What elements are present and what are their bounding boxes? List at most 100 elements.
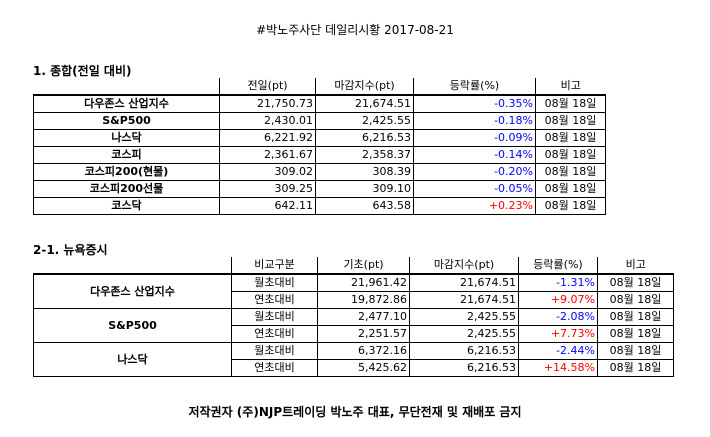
comparison-type: 연초대비 — [231, 325, 318, 343]
base-value: 5,425.62 — [317, 359, 410, 377]
base-value: 6,372.16 — [317, 342, 410, 360]
close-value: 2,358.37 — [315, 146, 414, 164]
note-date: 08월 18일 — [535, 180, 606, 198]
close-value: 21,674.51 — [409, 273, 519, 292]
newyork-header-type: 비교구분 — [231, 257, 318, 275]
summary-row: 코스피200선물 309.25 309.10 -0.05% 08월 18일 — [33, 180, 606, 198]
change-rate: -0.05% — [413, 180, 536, 198]
newyork-row: S&P500 월초대비 2,477.10 2,425.55 -2.08% 08월 18일 — [33, 308, 674, 343]
summary-header-row: 전일(pt) 마감지수(pt) 등락률(%) 비고 — [33, 78, 606, 96]
section2-heading: 2-1. 뉴욕증시 — [33, 243, 108, 257]
comparison-type: 연초대비 — [231, 359, 318, 377]
copyright-footer: 저작권자 (주)NJP트레이딩 박노주 대표, 무단전재 및 재배포 금지 — [188, 405, 522, 419]
comparison-type: 월초대비 — [231, 308, 318, 326]
base-value: 2,251.57 — [317, 325, 410, 343]
summary-row: 나스닥 6,221.92 6,216.53 -0.09% 08월 18일 — [33, 129, 606, 147]
prev-value: 6,221.92 — [219, 129, 316, 147]
change-rate: -0.20% — [413, 163, 536, 181]
note-date: 08월 18일 — [597, 325, 674, 343]
change-rate: +14.58% — [518, 359, 598, 377]
summary-row: 다우존스 산업지수 21,750.73 21,674.51 -0.35% 08월 18일 — [33, 94, 606, 113]
prev-value: 642.11 — [219, 197, 316, 215]
newyork-header-note: 비고 — [597, 257, 674, 275]
index-name: 코스피200(현물) — [33, 163, 220, 181]
prev-value: 21,750.73 — [219, 94, 316, 113]
close-value: 21,674.51 — [409, 291, 519, 309]
note-date: 08월 18일 — [597, 273, 674, 292]
prev-value: 2,361.67 — [219, 146, 316, 164]
change-rate: -0.18% — [413, 112, 536, 130]
note-date: 08월 18일 — [535, 197, 606, 215]
comparison-type: 월초대비 — [231, 273, 318, 292]
summary-header-blank — [33, 78, 220, 96]
note-date: 08월 18일 — [597, 291, 674, 309]
note-date: 08월 18일 — [597, 359, 674, 377]
close-value: 643.58 — [315, 197, 414, 215]
index-name: 코스피200선물 — [33, 180, 220, 198]
note-date: 08월 18일 — [535, 163, 606, 181]
note-date: 08월 18일 — [597, 342, 674, 360]
change-rate: -2.44% — [518, 342, 598, 360]
report-title: #박노주사단 데일리시황 2017-08-21 — [256, 23, 454, 37]
close-value: 6,216.53 — [409, 342, 519, 360]
note-date: 08월 18일 — [535, 146, 606, 164]
prev-value: 309.02 — [219, 163, 316, 181]
newyork-table-body: 다우존스 산업지수 월초대비 21,961.42 21,674.51 -1.31% 08월… — [33, 273, 674, 377]
base-value: 19,872.86 — [317, 291, 410, 309]
summary-header-close: 마감지수(pt) — [315, 78, 414, 96]
close-value: 309.10 — [315, 180, 414, 198]
summary-header-rate: 등락률(%) — [413, 78, 536, 96]
newyork-header-close: 마감지수(pt) — [409, 257, 519, 275]
summary-table: 전일(pt) 마감지수(pt) 등락률(%) 비고 다우존스 산업지수 21,75… — [33, 78, 606, 215]
index-name: 나스닥 — [33, 342, 232, 377]
index-name: 다우존스 산업지수 — [33, 94, 220, 113]
summary-row: 코스피 2,361.67 2,358.37 -0.14% 08월 18일 — [33, 146, 606, 164]
index-name: 코스피 — [33, 146, 220, 164]
section1-heading: 1. 종합(전일 대비) — [33, 64, 132, 78]
summary-row: S&P500 2,430.01 2,425.55 -0.18% 08월 18일 — [33, 112, 606, 130]
change-rate: +7.73% — [518, 325, 598, 343]
close-value: 308.39 — [315, 163, 414, 181]
prev-value: 2,430.01 — [219, 112, 316, 130]
newyork-row: 나스닥 월초대비 6,372.16 6,216.53 -2.44% 08월 18일 — [33, 342, 674, 377]
note-date: 08월 18일 — [535, 112, 606, 130]
summary-header-note: 비고 — [535, 78, 606, 96]
summary-row: 코스닥 642.11 643.58 +0.23% 08월 18일 — [33, 197, 606, 215]
newyork-header-base: 기초(pt) — [317, 257, 410, 275]
close-value: 2,425.55 — [409, 308, 519, 326]
change-rate: +9.07% — [518, 291, 598, 309]
index-name: 나스닥 — [33, 129, 220, 147]
note-date: 08월 18일 — [535, 94, 606, 113]
newyork-header-row: 비교구분 기초(pt) 마감지수(pt) 등락률(%) 비고 — [33, 257, 674, 275]
index-name: S&P500 — [33, 308, 232, 343]
close-value: 2,425.55 — [409, 325, 519, 343]
comparison-type: 월초대비 — [231, 342, 318, 360]
summary-row: 코스피200(현물) 309.02 308.39 -0.20% 08월 18일 — [33, 163, 606, 181]
summary-header-prev: 전일(pt) — [219, 78, 316, 96]
change-rate: -1.31% — [518, 273, 598, 292]
close-value: 2,425.55 — [315, 112, 414, 130]
prev-value: 309.25 — [219, 180, 316, 198]
newyork-row: 연초대비 5,425.62 6,216.53 +14.58% 08월 18일 — [34, 359, 674, 377]
newyork-table: 비교구분 기초(pt) 마감지수(pt) 등락률(%) 비고 다우존스 산업지수… — [33, 257, 674, 377]
change-rate: +0.23% — [413, 197, 536, 215]
comparison-type: 연초대비 — [231, 291, 318, 309]
change-rate: -0.09% — [413, 129, 536, 147]
index-name: 다우존스 산업지수 — [33, 273, 232, 309]
change-rate: -2.08% — [518, 308, 598, 326]
index-name: 코스닥 — [33, 197, 220, 215]
close-value: 6,216.53 — [315, 129, 414, 147]
close-value: 6,216.53 — [409, 359, 519, 377]
summary-table-body: 다우존스 산업지수 21,750.73 21,674.51 -0.35% 08월 18일… — [33, 94, 606, 215]
note-date: 08월 18일 — [535, 129, 606, 147]
base-value: 21,961.42 — [317, 273, 410, 292]
newyork-header-rate: 등락률(%) — [518, 257, 598, 275]
note-date: 08월 18일 — [597, 308, 674, 326]
newyork-row: 다우존스 산업지수 월초대비 21,961.42 21,674.51 -1.31% 08월… — [33, 273, 674, 309]
close-value: 21,674.51 — [315, 94, 414, 113]
change-rate: -0.35% — [413, 94, 536, 113]
change-rate: -0.14% — [413, 146, 536, 164]
newyork-header-blank — [33, 257, 232, 275]
index-name: S&P500 — [33, 112, 220, 130]
base-value: 2,477.10 — [317, 308, 410, 326]
